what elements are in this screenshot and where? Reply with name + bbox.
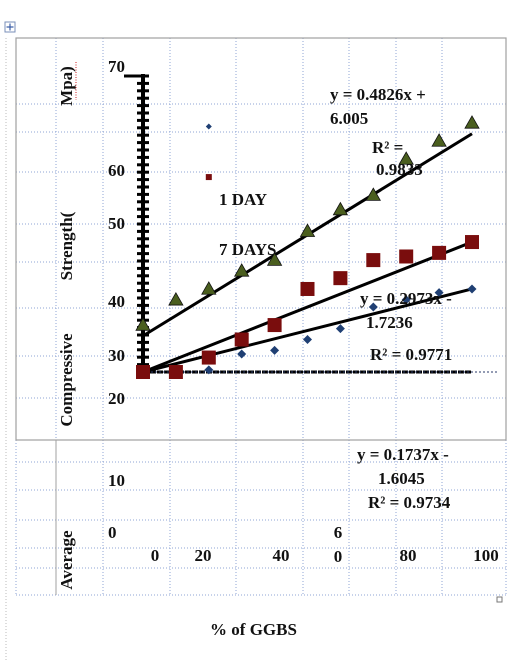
data-point-diamond [237,349,247,359]
data-point-square [399,249,414,264]
x-tick-label: 100 [473,546,499,565]
trendline-equation: R² = 0.9734 [368,493,451,512]
trendline-equation: R² = 0.9771 [370,345,452,364]
data-point-diamond [270,345,280,355]
y-tick-label: 60 [108,161,125,180]
data-point-square [366,253,381,268]
series-label-1-day: 1 DAY [219,190,267,209]
y-axis-title: Average Compressive Strength( Mpa) [57,62,77,590]
plot-frame [15,37,507,441]
y-tick-label: 40 [108,292,125,311]
data-point-diamond [434,288,444,298]
data-point-square [432,245,447,260]
y-axis-title-word: Compressive [57,333,76,427]
y-tick-labels: 70 60 50 40 30 20 10 0 [108,57,125,542]
trendline-equation: y = 0.4826x + [330,85,426,104]
data-point-square [234,332,249,347]
trendline-equation: 0.9833 [376,160,423,179]
data-point-diamond [205,123,212,130]
trendline-equation: y = 0.1737x - [357,445,449,464]
y-axis-title-word: Strength( [57,211,76,280]
data-point-square [267,318,282,333]
trendline-equation: 6.005 [330,109,368,128]
trendline-equation: 1.7236 [366,313,413,332]
x-axis-title: % of GGBS [210,620,297,639]
data-point-triangle [398,151,414,165]
data-point-triangle [299,223,316,237]
y-tick-label: 70 [108,57,125,76]
data-point-square [201,350,216,365]
y-tick-label: 30 [108,346,125,365]
x-tick-label: 40 [273,546,290,565]
y-tick-label: 0 [108,523,117,542]
data-point-triangle [168,291,184,306]
series-label-7-days: 7 DAYS [219,240,276,259]
data-point-square [205,174,212,181]
move-handle-icon[interactable] [4,21,16,33]
data-point-square [168,365,183,379]
data-point-diamond [303,335,312,345]
data-point-diamond [204,365,214,375]
data-point-triangle [234,263,250,277]
y-tick-label: 50 [108,214,125,233]
data-point-triangle [201,281,217,295]
y-axis-title-word: Average [57,530,76,590]
trendline [142,287,473,374]
trendline-equation: y = 0.2973x - [360,289,452,308]
y-tick-label: 10 [108,471,125,490]
y-axis-title-word: Mpa) [57,66,76,106]
resize-handle[interactable] [496,596,503,603]
data-point-diamond [335,324,345,334]
data-point-triangle [266,252,283,266]
trendline-equation: R² = [372,138,403,157]
data-point-diamond [467,284,477,294]
y-tick-label: 20 [108,389,125,408]
data-point-triangle [431,133,447,147]
data-point-triangle [365,187,381,201]
data-point-square [300,281,315,296]
trendline [142,240,473,374]
data-point-triangle [464,115,480,129]
x-tick-label: 80 [400,546,417,565]
data-markers [135,115,480,379]
x-tick-label: 0 [151,546,160,565]
data-point-triangle [332,201,349,216]
data-point-diamond [368,302,378,312]
trendline-equation: 1.6045 [378,469,425,488]
data-point-square [333,271,348,286]
data-point-triangle [135,317,151,331]
x-tick-label: 20 [195,546,212,565]
data-point-square [136,365,150,379]
data-point-diamond [401,295,411,305]
data-point-square [465,235,479,250]
